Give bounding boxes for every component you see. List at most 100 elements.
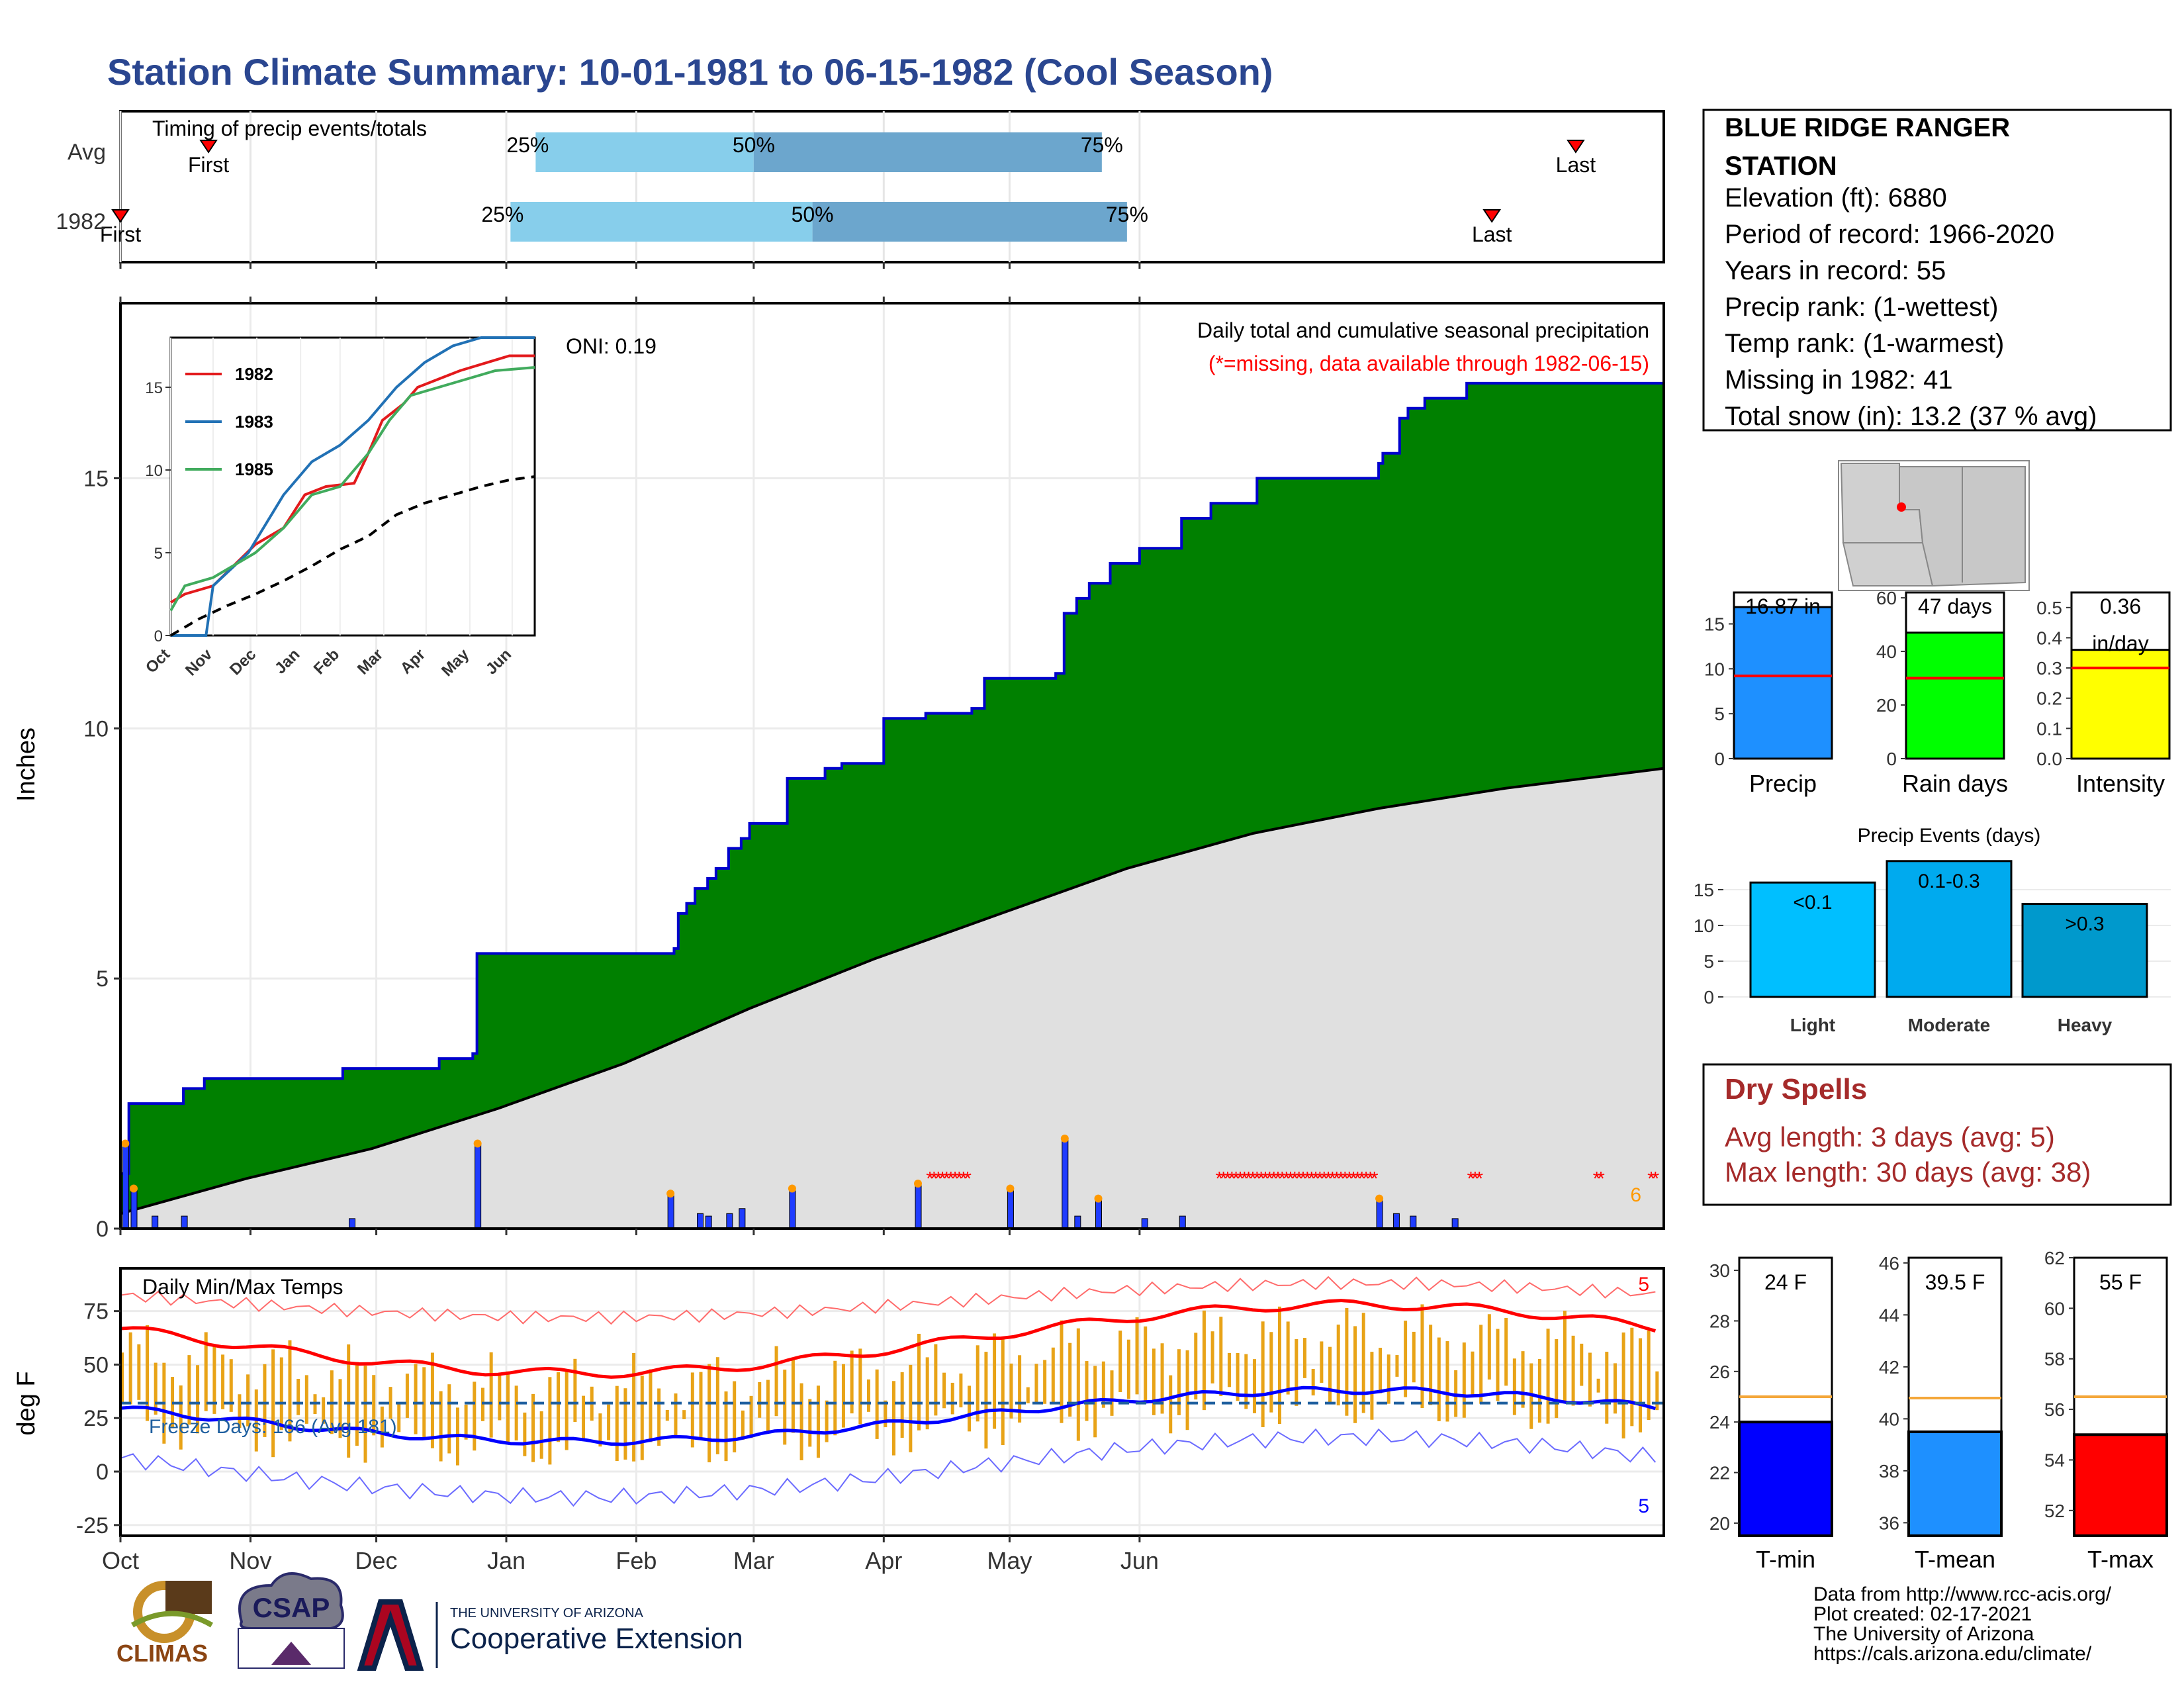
daily-temp-bar [1504,1317,1508,1386]
station-missing: Missing in 1982: 41 [1725,365,1953,395]
inset-ytick-label: 15 [145,379,163,397]
daily-temp-bar [682,1410,686,1419]
timing-marker-label-first: First [188,153,229,177]
temp-bar-value: 24 F [1764,1270,1807,1294]
timing-label-50: 50% [792,203,834,226]
daily-precip-marker [1094,1194,1103,1203]
missing-day-marker: * [1337,1168,1345,1190]
footer-credits: Data from http://www.rcc-acis.org/ Plot … [1813,1583,2112,1665]
missing-day-marker: * [1342,1168,1349,1190]
daily-temp-bar [808,1399,812,1447]
daily-temp-bar [405,1374,409,1418]
missing-day-marker: * [1362,1168,1370,1190]
daily-temp-bar [1361,1313,1365,1413]
daily-temp-bar [539,1411,543,1459]
events-bar-label: 0.1-0.3 [1918,870,1979,892]
daily-precip-marker [914,1179,923,1188]
daily-temp-bar [1605,1352,1609,1424]
daily-temp-bar [724,1391,728,1462]
summary-bar-value: 47 days [1918,594,1992,618]
temp-ytick-label: 25 [83,1406,109,1431]
daily-temp-bar [582,1395,586,1440]
daily-precip-marker [130,1184,138,1193]
precip-ylabel: Inches [13,727,40,802]
daily-precip-bar [181,1215,188,1229]
daily-temp-bar [1126,1339,1130,1399]
missing-day-marker: * [1329,1168,1337,1190]
daily-temp-bar [120,1352,124,1404]
daily-temp-bar [925,1357,929,1430]
daily-temp-bar [447,1384,451,1454]
daily-precip-bar [739,1208,746,1229]
daily-temp-bar [1596,1378,1600,1393]
daily-temp-bar [749,1395,753,1438]
daily-temp-bar [733,1381,737,1453]
daily-temp-bar [372,1375,376,1436]
timing-row-1982-label: 1982 [56,209,106,234]
timing-panel: 25% 50% 75% First Last 25% 50% 75% First Last Tim… [56,110,1665,263]
daily-temp-bar [1160,1343,1164,1414]
station-name-1: BLUE RIDGE RANGER [1725,113,2010,142]
daily-precip-bar [915,1183,922,1229]
events-ytick-label: 0 [1704,987,1714,1008]
dry-spells-max: Max length: 30 days (avg: 38) [1725,1156,2091,1188]
daily-temp-bar [1261,1321,1265,1427]
summary-bar-name: Intensity [2076,770,2165,797]
daily-temp-bar [841,1364,845,1428]
daily-temp-bar [993,1333,997,1429]
daily-temp-bar [1152,1348,1156,1415]
temp-bar-t-mean [1907,1430,2003,1538]
precip-events-chart: Precip Events (days) 0 5 10 15 <0.1 Light 0.1-… [1694,825,2171,1035]
temp-bar-value: 55 F [2099,1270,2142,1294]
summary-bar-ytick-label: 0.1 [2036,718,2062,739]
daily-temp-bar [212,1345,216,1414]
missing-day-marker: * [1295,1168,1303,1190]
avg-max-temp-line [120,1299,1657,1379]
daily-temp-bar [1462,1342,1466,1418]
missing-day-marker: * [1647,1168,1655,1190]
daily-precip-bar [1074,1215,1081,1229]
daily-temp-bar [892,1381,895,1456]
timing-marker-label-last: Last [1472,222,1512,246]
daily-precip-marker [473,1139,482,1148]
station-temp-rank: Temp rank: (1-warmest) [1725,329,2004,358]
daily-temp-bar [154,1362,158,1415]
missing-day-marker: * [1358,1168,1366,1190]
summary-bar-ytick-label: 20 [1876,695,1897,716]
events-bar-light [1749,881,1876,998]
daily-temp-bar [473,1382,477,1451]
daily-temp-bar [674,1393,678,1438]
missing-day-marker: * [931,1168,938,1190]
inset-legend-label: 1985 [235,459,273,479]
daily-temp-bar [1026,1387,1030,1403]
summary-bar-ytick-label: 60 [1876,588,1897,608]
daily-precip-bar [1062,1138,1069,1229]
daily-temp-bar [1320,1341,1324,1383]
daily-temp-bar [1278,1306,1281,1425]
daily-temp-bar [1034,1364,1038,1403]
summary-bar-name: Rain days [1902,770,2008,797]
daily-precip-bar [705,1215,712,1229]
daily-temp-bar [774,1346,778,1417]
daily-temp-bar [1269,1332,1273,1413]
daily-precip-bar [349,1218,356,1229]
timing-label-75: 75% [1081,133,1123,157]
summary-bar-precip [1733,606,1833,760]
daily-temp-bar [430,1352,434,1448]
temp-bar-ytick-label: 52 [2044,1501,2065,1521]
temp-bar-ytick-label: 26 [1709,1362,1730,1382]
inset-ytick-label: 5 [154,545,163,563]
daily-precip-bar [1376,1198,1383,1229]
missing-day-marker: * [1597,1168,1605,1190]
daily-temp-bar [1647,1330,1651,1421]
daily-temp-bar [1588,1352,1592,1407]
daily-precip-bar [667,1193,674,1229]
daily-temp-bar [1555,1339,1559,1419]
summary-bar-ytick-label: 40 [1876,641,1897,662]
daily-temp-bar [414,1364,418,1434]
daily-temp-bar [959,1373,963,1408]
month-label: May [987,1547,1032,1574]
missing-day-marker: * [1253,1168,1261,1190]
temp-bar-ytick-label: 56 [2044,1399,2065,1420]
